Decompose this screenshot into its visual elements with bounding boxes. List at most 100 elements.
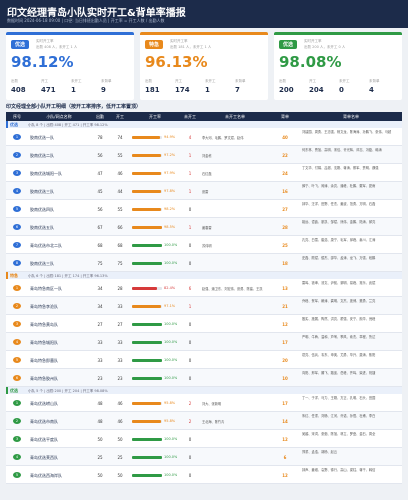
backlog-names: 史磊、顾斌、侯杰、邵华、孟涛、龙飞、万强、段鹏 xyxy=(302,256,376,260)
card-tag: 优选 xyxy=(11,40,30,49)
rate-label: 82.4% xyxy=(164,286,176,290)
rate-label: 100.0% xyxy=(164,437,178,441)
column-header: 开工率 xyxy=(149,114,161,119)
stat-value: 0 xyxy=(339,86,344,94)
rate-bar xyxy=(132,226,162,229)
team-name: 青岛优选西海岸队 xyxy=(30,473,62,478)
idle-names: 苏伟明 xyxy=(202,244,212,248)
row-no: 1 xyxy=(13,134,21,140)
stat-label: 出勤 xyxy=(11,79,18,83)
team-name: 胶南优选城阳一队 xyxy=(30,171,62,176)
stat-label: 未开工 xyxy=(205,79,216,83)
team-name: 青岛特急城阳队 xyxy=(30,340,58,345)
cell-backlog: 25 xyxy=(282,243,288,248)
group-row xyxy=(6,387,402,394)
backlog-names: 雷鸣、钱坤、汤文、尹航、黎明、易峰、常乐、武斌 xyxy=(302,281,376,285)
rate-label: 98.2% xyxy=(164,207,176,211)
cell-att: 34 xyxy=(97,304,103,309)
stat-value: 200 xyxy=(279,86,294,94)
row-no: 3 xyxy=(13,170,21,176)
cell-att: 56 xyxy=(97,153,103,158)
cell-idle: 6 xyxy=(188,286,192,291)
stat-value: 1 xyxy=(205,86,210,94)
card-caption: 实时开工率 xyxy=(170,39,188,43)
idle-names: 王北海、陈竹青 xyxy=(202,420,225,424)
stat-label: 未背单 xyxy=(369,79,380,83)
row-no: 2 xyxy=(13,303,21,309)
row-no: 2 xyxy=(13,152,21,158)
group-row xyxy=(6,272,402,279)
cell-work: 68 xyxy=(117,243,123,248)
cell-backlog: 12 xyxy=(282,437,288,442)
stat-value: 408 xyxy=(11,86,26,94)
idle-names: 姜春雷 xyxy=(202,226,212,230)
stat-value: 174 xyxy=(175,86,190,94)
stat-label: 出勤 xyxy=(145,79,152,83)
group-summary: 小队 8 个 | 出勤 408 | 开工 471 | 开工率 98.12% xyxy=(28,122,108,127)
cell-idle: 0 xyxy=(188,243,192,248)
table-row xyxy=(6,279,402,297)
stat-value: 9 xyxy=(101,86,106,94)
stat-value: 204 xyxy=(309,86,324,94)
rate-bar xyxy=(132,377,162,380)
cell-att: 50 xyxy=(97,437,103,442)
rate-bar xyxy=(132,456,162,459)
cell-backlog: 17 xyxy=(282,401,288,406)
cell-att: 23 xyxy=(97,376,103,381)
rate-bar xyxy=(132,341,162,344)
cell-backlog: 24 xyxy=(282,171,288,176)
stat-label: 未背单 xyxy=(235,79,246,83)
rate-bar xyxy=(132,359,162,362)
cell-work: 74 xyxy=(117,135,123,140)
stat-value: 1 xyxy=(71,86,76,94)
row-no: 5 xyxy=(13,357,21,363)
idle-names: 刘大、张新明 xyxy=(202,402,222,406)
team-name: 胶南优选二队 xyxy=(30,153,54,158)
rate-bar xyxy=(132,420,161,423)
stat-label: 未背单 xyxy=(101,79,112,83)
backlog-names: 姚远、谭鑫、廖凯、邹斌、熊伟、金鹏、陆涛、郝亮 xyxy=(302,220,376,224)
cell-backlog: 22 xyxy=(282,153,288,158)
row-no: 1 xyxy=(13,400,21,406)
cell-work: 46 xyxy=(117,171,123,176)
cell-idle: 1 xyxy=(188,225,192,230)
backlog-names: 吴越、宋词、张弛、陈旭、林立、罗盘、金石、周全 xyxy=(302,432,376,436)
subtitle: 数据时间 2024-06-18 09:00 | 口径: 当日排班出勤人员 | 开… xyxy=(7,18,165,23)
cell-backlog: 28 xyxy=(282,225,288,230)
cell-idle: 1 xyxy=(188,304,192,309)
cell-idle: 0 xyxy=(188,455,192,460)
table-row xyxy=(6,412,402,430)
group-summary: 小队 5 个 | 出勤 200 | 开工 204 | 开工率 98.08% xyxy=(28,388,108,393)
card-tag: 特急 xyxy=(145,40,164,49)
cell-att: 47 xyxy=(97,171,103,176)
stat-value: 4 xyxy=(369,86,374,94)
idle-names: 石红磊 xyxy=(202,172,212,176)
cell-att: 33 xyxy=(97,340,103,345)
backlog-names: 何东林、曹旭、高明、宋佳、许光辉、邓志、冯磊、韩涛 xyxy=(302,148,382,152)
rate-label: 100.0% xyxy=(164,322,178,326)
group-label: 优选 xyxy=(10,388,18,393)
cell-att: 78 xyxy=(97,135,103,140)
rate-label: 97.9% xyxy=(164,171,176,175)
backlog-names: 钟华、汪洋、田野、任杰、姜波、范勇、方明、石磊 xyxy=(302,202,376,206)
cell-idle: 0 xyxy=(188,207,192,212)
cell-att: 25 xyxy=(97,455,103,460)
rate-label: 100.0% xyxy=(164,261,178,265)
rate-bar xyxy=(132,287,157,290)
backlog-names: 丁文华、付娟、吕超、沈刚、蒋涛、蔡军、贾明、魏强 xyxy=(302,166,379,170)
table-row xyxy=(6,351,402,369)
stat-value: 7 xyxy=(235,86,240,94)
table-row xyxy=(6,128,402,146)
cell-work: 66 xyxy=(117,225,123,230)
backlog-names: 葛亮、伍兵、韦东、申奥、尤勇、毕升、聂涛、焦阳 xyxy=(302,353,376,357)
rate-label: 95.8% xyxy=(164,401,176,405)
row-no: 1 xyxy=(13,285,21,291)
team-name: 青岛优选市南队 xyxy=(30,419,58,424)
team-name: 青岛优选平度队 xyxy=(30,437,58,442)
cell-work: 75 xyxy=(117,261,123,266)
column-header: 小队/网点名称 xyxy=(46,114,72,119)
card: 特急 实时开工率 出勤 181 人，未开工 1 人 96.13% 出勤 181 开工 174 未… xyxy=(140,32,268,100)
cell-idle: 0 xyxy=(188,358,192,363)
table-row xyxy=(6,297,402,315)
